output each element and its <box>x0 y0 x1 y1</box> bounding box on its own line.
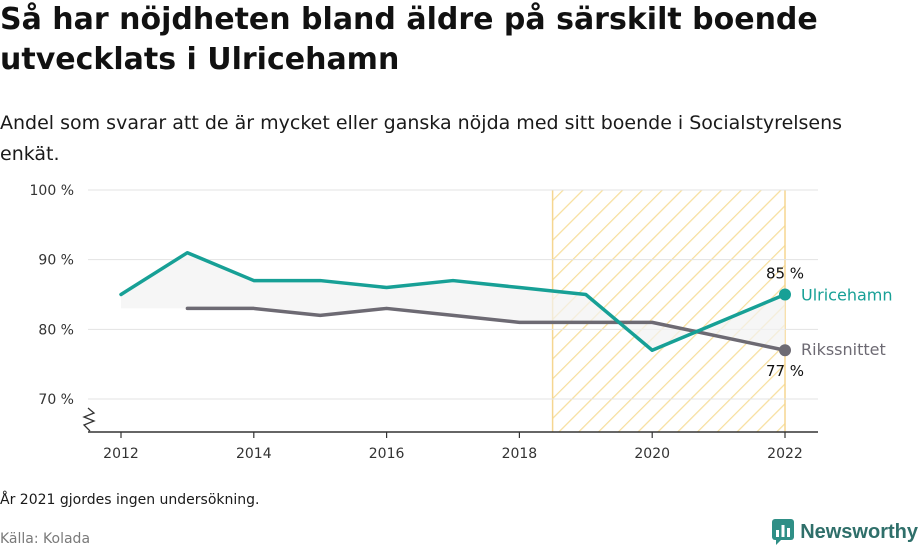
y-tick-label: 70 % <box>38 392 74 408</box>
source-label: Källa: Kolada <box>0 531 91 547</box>
x-tick-label: 2016 <box>369 446 405 462</box>
data-label-ulricehamn: 85 % <box>766 265 804 283</box>
newsworthy-logo-icon <box>772 519 795 545</box>
y-tick-label: 80 % <box>38 322 74 338</box>
footnote: År 2021 gjordes ingen undersökning. <box>0 492 260 508</box>
line-chart: 70 %80 %90 %100 % 2012 2014 2016 2018 2020 20… <box>30 183 893 462</box>
series-line-rikssnittet <box>185 306 787 352</box>
series-line-ulricehamn <box>119 250 787 352</box>
series-label-rikssnittet: Rikssnittet <box>801 340 886 359</box>
y-tick-label: 90 % <box>38 253 74 269</box>
series-label-ulricehamn: Ulricehamn <box>801 286 893 305</box>
x-tick-label: 2022 <box>767 446 803 462</box>
series-end-marker-rikssnittet <box>779 344 791 357</box>
difference-fill <box>121 252 785 351</box>
x-tick-label: 2020 <box>634 446 670 462</box>
axis-break-icon <box>82 407 96 432</box>
series-lines <box>119 250 791 357</box>
chart-subtitle: Andel som svarar att de är mycket eller … <box>0 112 843 165</box>
difference-area <box>121 252 785 351</box>
grid-lines: 70 % 80 % 90 % 100 % <box>30 183 818 408</box>
brand-name: Newsworthy <box>800 520 918 543</box>
x-tick-label: 2014 <box>236 446 272 462</box>
data-label-rikssnittet: 77 % <box>766 362 804 380</box>
x-tick-label: 2012 <box>103 446 139 462</box>
series-end-marker-ulricehamn <box>779 288 791 301</box>
brand: Newsworthy <box>772 519 918 545</box>
x-tick-label: 2018 <box>502 446 538 462</box>
data-labels: 85 % Ulricehamn 77 % Rikssnittet <box>766 265 893 381</box>
y-tick-label: 100 % <box>30 183 74 199</box>
chart-title: Så har nöjdheten bland äldre på särskilt… <box>0 2 818 77</box>
x-axis: 2012 2014 2016 2018 2020 2022 <box>82 407 818 462</box>
